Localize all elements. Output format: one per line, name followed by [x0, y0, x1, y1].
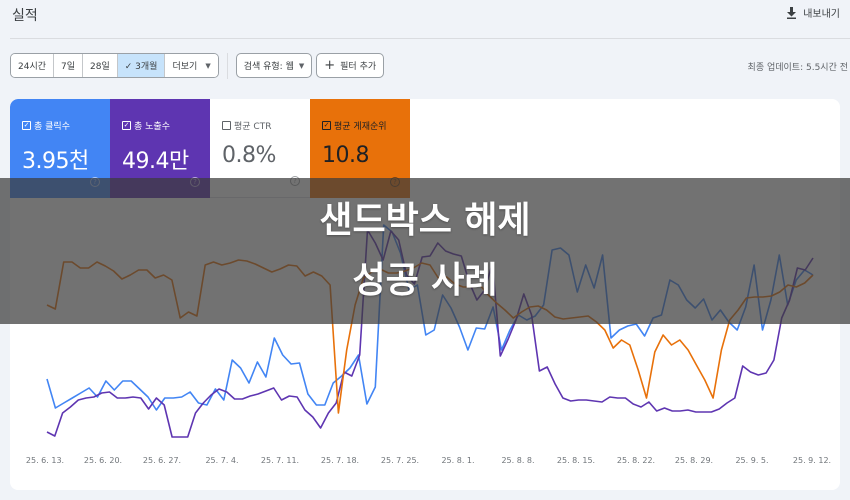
x-tick-label: 25. 6. 20.: [83, 456, 123, 465]
add-filter-button[interactable]: + 필터 추가: [316, 53, 385, 78]
filter-bar: 24시간 7일 28일 ✓ 3개월 더보기 ▼ 검색 유형: 웹 ▼ + 필터 …: [10, 52, 388, 79]
x-tick-label: 25. 8. 29.: [674, 456, 714, 465]
caret-down-icon: ▼: [205, 61, 211, 70]
page-title: 실적: [12, 8, 38, 24]
x-tick-label: 25. 7. 18.: [320, 456, 360, 465]
download-icon: [787, 6, 797, 19]
x-tick-label: 25. 8. 8.: [501, 456, 535, 465]
headline-line-2: 성공 사례: [352, 260, 498, 301]
metric-value: 3.95천: [22, 149, 89, 174]
x-tick-label: 25. 6. 27.: [142, 456, 182, 465]
checkbox-unchecked-icon[interactable]: [222, 121, 231, 130]
x-tick-label: 25. 8. 15.: [556, 456, 596, 465]
x-tick-label: 25. 6. 13.: [25, 456, 65, 465]
caret-down-icon: ▼: [298, 61, 305, 70]
x-tick-label: 25. 9. 5.: [735, 456, 769, 465]
checkbox-checked-icon[interactable]: ✓: [122, 121, 131, 130]
export-button[interactable]: 내보내기: [786, 5, 840, 20]
headline-overlay: 샌드박스 해제 성공 사례: [0, 178, 850, 324]
last-updated: 최종 업데이트: 5.5시간 전: [747, 63, 848, 73]
date-range-more[interactable]: 더보기 ▼: [165, 54, 218, 77]
export-label: 내보내기: [803, 9, 840, 20]
x-tick-label: 25. 7. 25.: [380, 456, 420, 465]
headline-overlay-band: [0, 178, 850, 324]
metric-value: 0.8%: [222, 143, 276, 168]
x-tick-label: 25. 8. 1.: [441, 456, 475, 465]
checkbox-checked-icon[interactable]: ✓: [22, 121, 31, 130]
date-range-selector: 24시간 7일 28일 ✓ 3개월 더보기 ▼: [10, 53, 219, 78]
x-tick-label: 25. 7. 4.: [205, 456, 239, 465]
search-type-label: 검색 유형: 웹: [243, 62, 294, 72]
metric-label: 총 클릭수: [34, 122, 70, 132]
metric-value: 49.4만: [122, 149, 189, 174]
date-range-3m[interactable]: ✓ 3개월: [117, 54, 166, 77]
date-range-7d[interactable]: 7일: [54, 54, 84, 77]
headline-line-1: 샌드박스 해제: [319, 200, 531, 241]
metric-label: 평균 게재순위: [334, 122, 387, 132]
x-axis-labels: 25. 6. 13. 25. 6. 20. 25. 6. 27. 25. 7. 4. 2…: [10, 456, 840, 470]
checkbox-checked-icon[interactable]: ✓: [322, 121, 331, 130]
x-tick-label: 25. 9. 12.: [792, 456, 832, 465]
date-range-24h[interactable]: 24시간: [11, 54, 55, 77]
date-range-28d[interactable]: 28일: [83, 54, 118, 77]
metric-label: 총 노출수: [134, 122, 170, 132]
metric-value: 10.8: [322, 143, 369, 168]
more-label: 더보기: [172, 62, 198, 72]
header-divider: [10, 38, 850, 39]
x-tick-label: 25. 8. 22.: [616, 456, 656, 465]
plus-icon: +: [324, 58, 336, 73]
filter-separator: [226, 52, 228, 79]
add-filter-label: 필터 추가: [340, 62, 377, 72]
search-type-dropdown[interactable]: 검색 유형: 웹 ▼: [235, 53, 313, 78]
x-tick-label: 25. 7. 11.: [260, 456, 300, 465]
metric-label: 평균 CTR: [234, 122, 272, 132]
